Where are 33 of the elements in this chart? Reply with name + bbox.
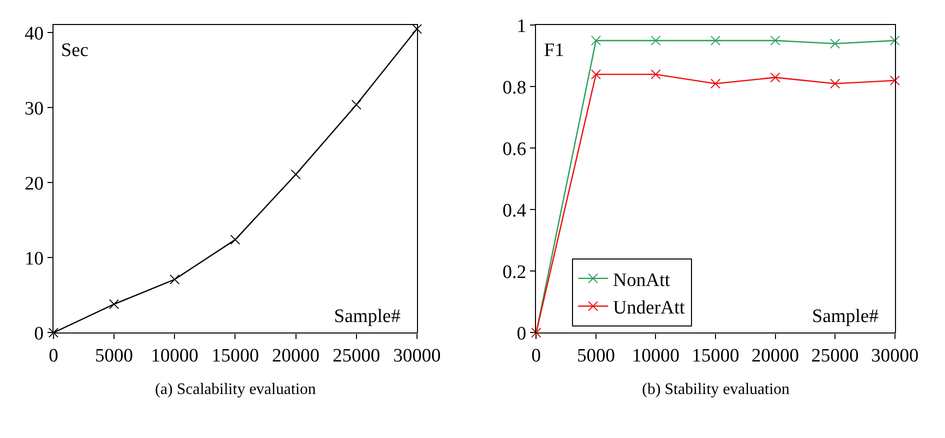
y-tick-label: 20 xyxy=(24,173,44,194)
text: (b) Stability evaluation xyxy=(642,381,790,398)
x-axis-title: Sample# xyxy=(334,306,401,327)
text: (a) Scalability evaluation xyxy=(155,381,316,398)
x-tick-label: 25000 xyxy=(332,346,380,367)
y-tick-label: 0 xyxy=(516,323,526,344)
y-tick-label: 30 xyxy=(24,98,44,120)
y-tick-label: 0 xyxy=(34,323,44,344)
x-tick-label: 5000 xyxy=(95,346,134,367)
legend-label: NonAtt xyxy=(613,270,671,291)
x-tick-label: 20000 xyxy=(272,346,320,367)
y-tick-label: 0.4 xyxy=(502,200,527,222)
y-tick-label: 0.8 xyxy=(502,77,526,98)
x-tick-label: 20000 xyxy=(752,346,800,367)
x-tick-label: 10000 xyxy=(632,346,680,367)
x-tick-label: 15000 xyxy=(211,346,259,367)
x-tick-label: 25000 xyxy=(811,346,859,367)
x-tick-label: 5000 xyxy=(576,346,615,367)
y-tick-label: 0.2 xyxy=(502,262,526,283)
y-tick-label: 1 xyxy=(516,16,526,37)
y-tick-label: 0.6 xyxy=(502,138,526,160)
legend-label: UnderAtt xyxy=(613,298,686,319)
y-tick-label: 40 xyxy=(24,23,44,44)
x-tick-label: 0 xyxy=(531,346,541,367)
x-tick-label: 30000 xyxy=(871,346,919,367)
x-tick-label: 30000 xyxy=(393,346,441,367)
y-tick-label: 10 xyxy=(24,248,44,270)
x-tick-label: 0 xyxy=(48,346,58,367)
x-tick-label: 15000 xyxy=(692,346,740,367)
x-tick-label: 10000 xyxy=(150,346,198,367)
y-axis-title: F1 xyxy=(544,40,564,61)
y-axis-title: Sec xyxy=(61,40,88,61)
x-axis-title: Sample# xyxy=(812,306,879,327)
